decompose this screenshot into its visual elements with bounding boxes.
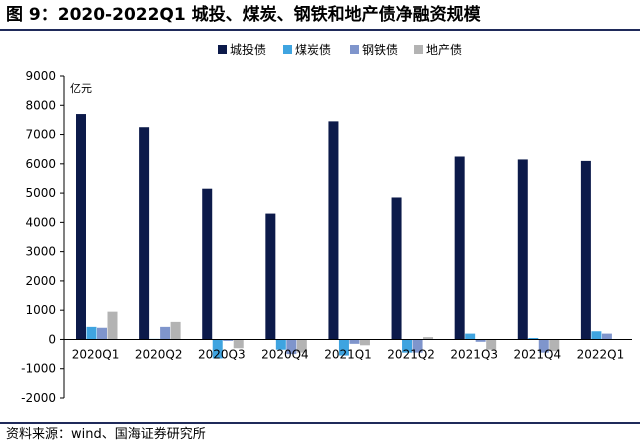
bar bbox=[286, 339, 297, 355]
bar bbox=[359, 339, 370, 346]
x-tick-label: 2020Q1 bbox=[72, 347, 120, 361]
legend-swatch bbox=[350, 45, 359, 54]
y-tick-label: 4000 bbox=[25, 215, 56, 229]
y-tick-label: 8000 bbox=[25, 98, 56, 112]
y-unit-label: 亿元 bbox=[70, 82, 92, 95]
y-tick-label: 5000 bbox=[25, 186, 56, 200]
bar bbox=[538, 339, 549, 353]
y-axis: -2000 -1000 0 1000 2000 3000 4000 5000 6000 7000 8… bbox=[21, 69, 65, 405]
bar bbox=[97, 327, 107, 340]
y-tick-label: 0 bbox=[48, 332, 56, 346]
bar bbox=[423, 337, 434, 340]
bar bbox=[160, 326, 171, 340]
x-tick-label: 2020Q4 bbox=[261, 347, 309, 361]
bar bbox=[601, 333, 612, 340]
x-axis: 2020Q1 2020Q2 2020Q3 2020Q4 2021Q1 2021Q2 2021… bbox=[64, 338, 632, 361]
figure-title: 图 9：2020-2022Q1 城投、煤炭、钢铁和地产债净融资规模 bbox=[6, 5, 481, 25]
y-tick-label: 9000 bbox=[25, 69, 56, 83]
x-tick-label: 2022Q1 bbox=[577, 347, 625, 361]
bar bbox=[86, 326, 97, 340]
x-tick-label: 2020Q3 bbox=[198, 347, 246, 361]
bar bbox=[591, 331, 602, 340]
bar bbox=[212, 339, 223, 359]
bar bbox=[465, 333, 476, 340]
bar bbox=[412, 339, 423, 353]
bar-chart: 城投债 煤炭债 钢铁债 地产债 亿元 -2000 -1000 0 1000 2000 3000 4… bbox=[21, 42, 632, 405]
y-tick-label: 3000 bbox=[25, 245, 56, 259]
bar bbox=[349, 339, 360, 344]
x-tick-label: 2021Q1 bbox=[324, 347, 372, 361]
y-tick-label: -2000 bbox=[21, 391, 56, 405]
y-tick-label: -1000 bbox=[21, 362, 56, 376]
bar bbox=[233, 339, 244, 349]
legend-label: 城投债 bbox=[230, 42, 266, 57]
legend-swatch bbox=[414, 45, 423, 54]
source-rule bbox=[0, 422, 640, 424]
bar bbox=[223, 339, 234, 341]
legend-swatch bbox=[283, 45, 292, 54]
bar bbox=[275, 339, 286, 350]
x-tick-label: 2021Q2 bbox=[387, 347, 435, 361]
y-tick-label: 7000 bbox=[25, 128, 56, 142]
bar bbox=[202, 188, 213, 340]
bar bbox=[454, 156, 465, 340]
legend-swatch bbox=[218, 45, 227, 54]
x-tick-label: 2020Q2 bbox=[135, 347, 183, 361]
x-tick-label: 2021Q4 bbox=[514, 347, 562, 361]
bar bbox=[328, 121, 339, 340]
bar bbox=[580, 160, 591, 340]
x-tick-label: 2021Q3 bbox=[450, 347, 498, 361]
y-tick-label: 2000 bbox=[25, 274, 56, 288]
y-tick-label: 6000 bbox=[25, 157, 56, 171]
bar bbox=[391, 197, 402, 340]
bar bbox=[76, 114, 86, 340]
bars bbox=[76, 114, 612, 359]
bar bbox=[107, 311, 118, 340]
bar bbox=[517, 159, 528, 340]
legend: 城投债 煤炭债 钢铁债 地产债 bbox=[218, 42, 462, 57]
bar bbox=[265, 213, 276, 340]
source-note: 资料来源：wind、国海证券研究所 bbox=[6, 427, 206, 442]
y-tick-label: 1000 bbox=[25, 303, 56, 317]
bar bbox=[486, 339, 497, 350]
bar bbox=[549, 339, 560, 352]
bar bbox=[475, 339, 486, 342]
title-rule bbox=[0, 29, 640, 31]
bar bbox=[338, 339, 349, 356]
legend-label: 地产债 bbox=[426, 43, 462, 57]
bar bbox=[528, 337, 539, 340]
bar bbox=[402, 339, 413, 353]
bar bbox=[296, 339, 307, 353]
legend-label: 钢铁债 bbox=[362, 43, 398, 57]
bar bbox=[170, 321, 181, 340]
bar bbox=[139, 127, 150, 340]
legend-label: 煤炭债 bbox=[295, 43, 331, 57]
